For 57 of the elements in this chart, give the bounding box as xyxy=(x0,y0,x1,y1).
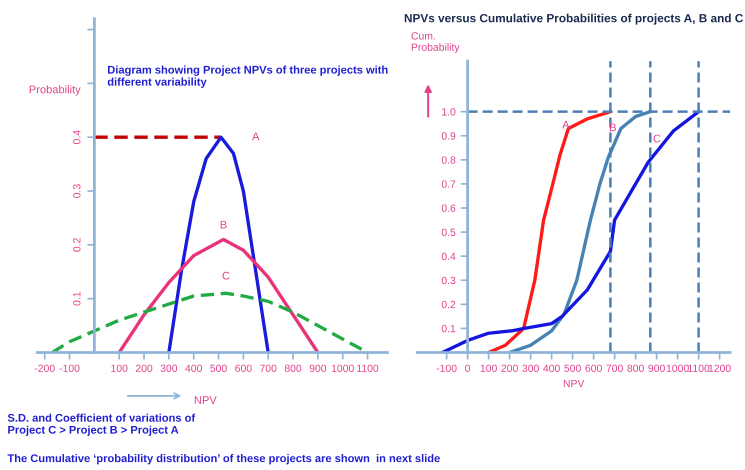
y-axis-title: Probability xyxy=(30,85,81,96)
x-tick-label: -200 xyxy=(34,364,55,372)
x-axis-title: NPV xyxy=(194,396,217,404)
x-tick-label: -100 xyxy=(436,364,457,372)
y-axis-title: Cum. Probability xyxy=(411,32,460,53)
chart-title: NPVs versus Cumulative Probabilities of projects A, B and C xyxy=(404,14,744,25)
y-tick-label: 0.4 xyxy=(73,130,80,144)
x-tick-label: 300 xyxy=(522,364,539,372)
x-tick-label: 400 xyxy=(543,364,560,372)
x-tick-label: 200 xyxy=(501,364,518,372)
line-series xyxy=(440,110,700,352)
x-tick-label: 1000 xyxy=(666,364,689,372)
x-tick-label: 600 xyxy=(585,364,602,372)
x-tick-label: 100 xyxy=(111,364,128,372)
x-tick-label: 500 xyxy=(210,364,227,372)
x-tick-label: 400 xyxy=(185,364,202,372)
x-tick-label: 300 xyxy=(160,364,178,372)
x-tick-label: 700 xyxy=(260,364,276,372)
x-tick-label: 700 xyxy=(606,364,623,372)
y-tick-label: 0.7 xyxy=(442,180,456,188)
text: S.D. and Coefficient of variations of Project C > Project B > Project A xyxy=(8,414,196,436)
y-tick-label: 0.1 xyxy=(73,292,80,306)
y-tick-label: 0.2 xyxy=(442,300,456,308)
series-label: C xyxy=(222,272,230,280)
y-tick-label: 0.8 xyxy=(442,156,456,164)
text: A xyxy=(252,132,260,140)
series-label: B xyxy=(610,124,616,132)
x-tick-label: 800 xyxy=(627,364,644,372)
text: Diagram showing Project NPVs of three projects with different variability xyxy=(108,66,388,88)
series-label: C xyxy=(653,134,661,142)
y-tick-label: 0.3 xyxy=(442,276,456,284)
x-axis-title: NPV xyxy=(564,380,584,388)
series-label: A xyxy=(562,120,570,128)
y-tick-label: 0.5 xyxy=(442,228,456,236)
y-tick-label: 0.9 xyxy=(442,132,456,140)
y-tick-label: 0.1 xyxy=(442,324,456,332)
text: The Cumulative ‘probability distribution’ of these projects are shown in next slide xyxy=(8,454,440,464)
y-tick-label: 0.3 xyxy=(73,184,80,198)
x-tick-label: 500 xyxy=(564,364,581,372)
series-label: B xyxy=(220,220,227,228)
y-tick-label: 0.6 xyxy=(442,204,456,212)
x-tick-label: 200 xyxy=(136,364,152,372)
x-tick-label: 1100 xyxy=(688,364,710,372)
x-tick-label: 800 xyxy=(284,364,302,372)
x-tick-label: 1000 xyxy=(332,364,354,372)
x-tick-label: 1100 xyxy=(357,364,378,372)
x-tick-label: -100 xyxy=(60,364,80,372)
x-tick-label: 100 xyxy=(480,364,497,372)
y-tick-label: 0.4 xyxy=(442,252,456,260)
y-tick-label: 1.0 xyxy=(442,108,456,116)
x-tick-label: 600 xyxy=(235,364,252,372)
y-tick-label: 0.2 xyxy=(73,238,80,252)
x-tick-label: 900 xyxy=(310,364,326,372)
x-tick-label: 1200 xyxy=(708,364,731,372)
x-tick-label: 900 xyxy=(648,364,665,372)
x-tick-label: 0 xyxy=(465,364,470,372)
line-series xyxy=(118,238,320,352)
